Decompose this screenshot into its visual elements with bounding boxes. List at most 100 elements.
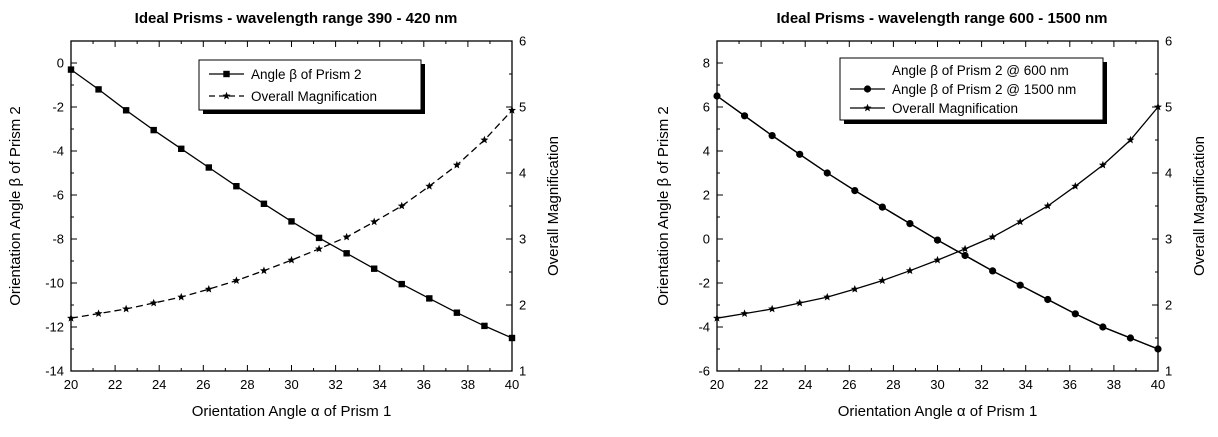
data-point bbox=[342, 232, 351, 241]
data-point bbox=[452, 160, 461, 169]
y-left-tick-label: 2 bbox=[703, 188, 710, 203]
data-point bbox=[67, 66, 75, 73]
data-point bbox=[204, 284, 213, 293]
data-point bbox=[989, 267, 997, 275]
series-line bbox=[716, 95, 1159, 350]
data-point bbox=[453, 309, 461, 316]
legend-swatch-marker bbox=[863, 103, 872, 112]
y-left-tick-label: -10 bbox=[45, 276, 64, 291]
data-point bbox=[1126, 135, 1135, 144]
data-point bbox=[768, 132, 776, 140]
y-left-tick-label: 8 bbox=[703, 56, 710, 71]
data-point bbox=[768, 304, 777, 313]
chart-title: Ideal Prisms - wavelength range 600 - 15… bbox=[777, 10, 1108, 27]
x-tick-label: 34 bbox=[1018, 377, 1032, 392]
data-point bbox=[988, 232, 997, 241]
y-left-tick-label: 0 bbox=[703, 232, 710, 247]
data-point bbox=[233, 183, 240, 190]
series-line bbox=[716, 106, 1159, 319]
data-point bbox=[1126, 334, 1135, 342]
y-right-tick-label: 5 bbox=[1165, 100, 1172, 115]
data-point bbox=[1043, 201, 1052, 210]
y-left-tick-label: -12 bbox=[45, 320, 64, 335]
y-left-tick-label: -14 bbox=[45, 364, 64, 379]
data-point bbox=[480, 135, 489, 144]
data-point bbox=[850, 284, 859, 293]
y-left-tick-label: 0 bbox=[57, 56, 64, 71]
x-tick-label: 36 bbox=[1063, 377, 1077, 392]
data-point bbox=[122, 304, 131, 313]
legend-swatch-marker bbox=[222, 91, 231, 100]
data-point bbox=[905, 266, 914, 275]
x-tick-label: 38 bbox=[461, 377, 475, 392]
chart-panel-1: Ideal Prisms - wavelength range 390 - 42… bbox=[7, 10, 562, 420]
y-right-tick-label: 2 bbox=[519, 298, 526, 313]
y-right-tick-label: 4 bbox=[1165, 166, 1172, 181]
data-point bbox=[425, 182, 434, 190]
x-tick-label: 20 bbox=[64, 377, 78, 392]
data-point bbox=[178, 145, 185, 152]
y-right-axis-label: Overall Magnification bbox=[1191, 136, 1208, 276]
x-tick-label: 38 bbox=[1107, 377, 1121, 392]
y-left-tick-label: -8 bbox=[52, 232, 64, 247]
x-tick-label: 30 bbox=[284, 377, 298, 392]
data-point bbox=[740, 309, 749, 317]
data-point bbox=[287, 255, 296, 264]
y-left-tick-label: -4 bbox=[698, 320, 710, 335]
data-point bbox=[1071, 182, 1080, 190]
data-point bbox=[1016, 281, 1024, 289]
data-point bbox=[1071, 310, 1079, 318]
data-point bbox=[122, 107, 130, 114]
data-point bbox=[1044, 295, 1052, 304]
y-right-tick-label: 2 bbox=[1165, 298, 1172, 313]
data-point bbox=[508, 106, 516, 114]
y-right-tick-label: 6 bbox=[519, 34, 526, 49]
series-2 bbox=[67, 106, 516, 322]
data-point bbox=[1154, 345, 1162, 353]
data-point bbox=[370, 265, 378, 272]
x-tick-label: 34 bbox=[372, 377, 386, 392]
legend-item: Angle β of Prism 2 @ 1500 nm bbox=[850, 82, 1076, 97]
data-point bbox=[1016, 217, 1025, 226]
y-right-tick-label: 1 bbox=[1165, 364, 1172, 379]
y-left-tick-label: -6 bbox=[698, 364, 710, 379]
y-right-tick-label: 5 bbox=[519, 100, 526, 115]
x-tick-label: 26 bbox=[842, 377, 856, 392]
data-point bbox=[288, 218, 295, 225]
legend-label: Overall Magnification bbox=[251, 89, 377, 104]
data-point bbox=[397, 201, 406, 210]
data-point bbox=[481, 322, 488, 330]
x-tick-label: 32 bbox=[974, 377, 988, 392]
series-1 bbox=[716, 95, 1159, 350]
x-axis-label: Orientation Angle α of Prism 1 bbox=[838, 403, 1038, 420]
legend: Angle β of Prism 2 Overall Magnification bbox=[198, 59, 425, 114]
data-point bbox=[878, 203, 886, 211]
x-tick-label: 30 bbox=[930, 377, 944, 392]
y-right-axis-label: Overall Magnification bbox=[545, 136, 562, 276]
data-point bbox=[95, 86, 102, 93]
legend-label: Angle β of Prism 2 bbox=[251, 67, 362, 82]
data-point bbox=[232, 276, 241, 284]
data-point bbox=[426, 295, 433, 302]
legend-item: Angle β of Prism 2 @ 600 nm bbox=[892, 63, 1069, 78]
data-point bbox=[259, 266, 268, 275]
data-point bbox=[94, 309, 103, 317]
data-point bbox=[150, 126, 157, 134]
legend-item: Overall Magnification bbox=[209, 89, 377, 104]
data-point bbox=[713, 92, 721, 100]
data-point bbox=[1154, 102, 1162, 111]
x-tick-label: 22 bbox=[108, 377, 122, 392]
x-tick-label: 20 bbox=[710, 377, 724, 392]
chart-title: Ideal Prisms - wavelength range 390 - 42… bbox=[135, 10, 458, 27]
legend-item: Angle β of Prism 2 bbox=[209, 67, 362, 82]
y-right-tick-label: 3 bbox=[1165, 232, 1172, 247]
y-left-tick-label: -6 bbox=[52, 188, 64, 203]
series-line bbox=[70, 109, 513, 319]
data-point bbox=[67, 314, 75, 322]
x-tick-label: 26 bbox=[196, 377, 210, 392]
data-point bbox=[1099, 323, 1107, 331]
data-point bbox=[315, 244, 324, 253]
series-1 bbox=[67, 66, 516, 342]
data-point bbox=[961, 244, 970, 253]
